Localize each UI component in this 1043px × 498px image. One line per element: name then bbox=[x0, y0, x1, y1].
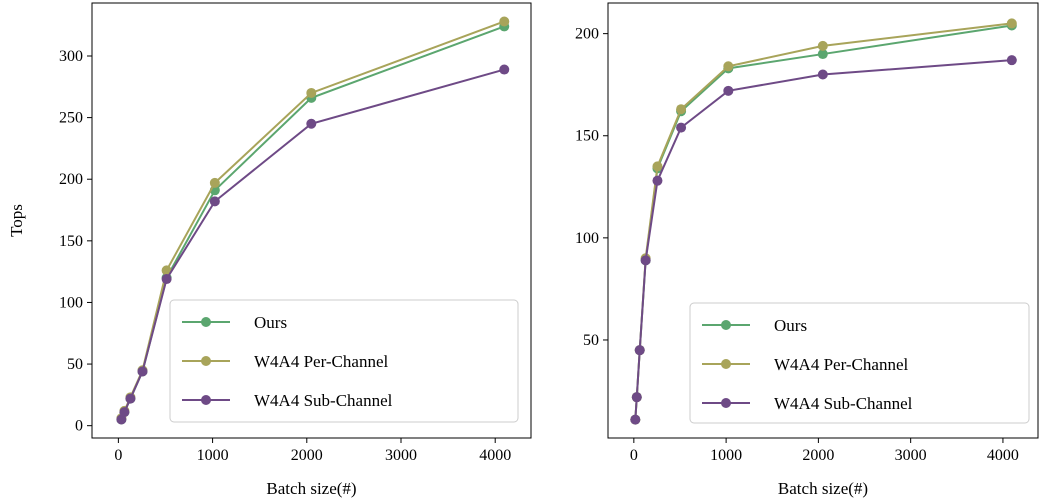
x-tick-label: 3000 bbox=[385, 447, 417, 464]
data-point bbox=[499, 64, 510, 75]
x-tick-label: 2000 bbox=[291, 447, 323, 464]
data-point bbox=[499, 16, 510, 27]
data-point bbox=[161, 274, 172, 285]
data-point bbox=[817, 69, 828, 80]
legend-marker bbox=[201, 395, 211, 405]
x-tick-label: 0 bbox=[114, 447, 122, 464]
legend-marker bbox=[201, 317, 211, 327]
x-tick-label: 0 bbox=[630, 447, 638, 464]
x-axis-label: Batch size(#) bbox=[266, 479, 356, 498]
legend-marker bbox=[721, 320, 731, 330]
right-chart-panel: 0 1000 2000 3000 4000 50 100 150 200 Batch size(#… bbox=[575, 2, 1039, 498]
x-tick-label: 3000 bbox=[895, 447, 927, 464]
plot-frame bbox=[607, 2, 1039, 439]
y-tick-label: 100 bbox=[59, 294, 83, 311]
legend-entry: W4A4 Per-Channel bbox=[774, 355, 908, 374]
y-tick-label: 300 bbox=[59, 48, 83, 65]
data-point bbox=[209, 177, 220, 188]
data-point bbox=[817, 49, 828, 60]
legend-entry: W4A4 Per-Channel bbox=[254, 352, 388, 371]
data-point bbox=[817, 40, 828, 51]
legend-entry: Ours bbox=[774, 316, 807, 335]
legend-marker bbox=[721, 398, 731, 408]
data-point bbox=[676, 104, 687, 115]
data-point bbox=[1006, 18, 1017, 29]
x-tick-label: 2000 bbox=[802, 447, 834, 464]
y-tick-label: 50 bbox=[583, 332, 599, 349]
data-point bbox=[161, 265, 172, 276]
legend-box bbox=[169, 299, 519, 423]
legend-entry: Ours bbox=[254, 313, 287, 332]
legend: Ours W4A4 Per-Channel W4A4 Sub-Channel bbox=[169, 299, 519, 423]
data-point bbox=[306, 87, 317, 98]
x-tick-label: 1000 bbox=[710, 447, 742, 464]
legend-box bbox=[689, 302, 1030, 424]
data-point bbox=[631, 392, 642, 403]
data-point bbox=[306, 118, 317, 129]
data-point bbox=[137, 366, 148, 377]
plot-frame bbox=[91, 2, 532, 439]
data-point bbox=[652, 175, 663, 186]
legend-marker bbox=[201, 356, 211, 366]
y-tick-label: 50 bbox=[67, 356, 83, 373]
data-point bbox=[640, 255, 651, 266]
data-point bbox=[723, 85, 734, 96]
x-tick-label: 4000 bbox=[987, 447, 1019, 464]
left-chart-panel: 0 1000 2000 3000 4000 0 50 100 150 200 250 300 Batch… bbox=[7, 2, 532, 498]
data-point bbox=[1006, 55, 1017, 66]
y-tick-label: 200 bbox=[59, 171, 83, 188]
y-tick-label: 0 bbox=[75, 418, 83, 435]
data-point bbox=[634, 345, 645, 356]
y-tick-label: 150 bbox=[575, 128, 599, 145]
data-point bbox=[630, 414, 641, 425]
y-tick-label: 100 bbox=[575, 230, 599, 247]
data-point bbox=[723, 61, 734, 72]
data-point bbox=[676, 122, 687, 133]
legend-entry: W4A4 Sub-Channel bbox=[254, 391, 393, 410]
y-tick-label: 250 bbox=[59, 110, 83, 127]
data-point bbox=[652, 161, 663, 172]
x-axis-label: Batch size(#) bbox=[778, 479, 868, 498]
legend-marker bbox=[721, 359, 731, 369]
data-point bbox=[125, 393, 136, 404]
data-point bbox=[119, 407, 130, 418]
legend: Ours W4A4 Per-Channel W4A4 Sub-Channel bbox=[689, 302, 1030, 424]
x-tick-label: 1000 bbox=[197, 447, 229, 464]
y-tick-label: 200 bbox=[575, 26, 599, 43]
data-point bbox=[209, 196, 220, 207]
y-axis-label: Tops bbox=[7, 204, 26, 237]
y-tick-label: 150 bbox=[59, 233, 83, 250]
x-tick-label: 4000 bbox=[479, 447, 511, 464]
legend-entry: W4A4 Sub-Channel bbox=[774, 394, 913, 413]
